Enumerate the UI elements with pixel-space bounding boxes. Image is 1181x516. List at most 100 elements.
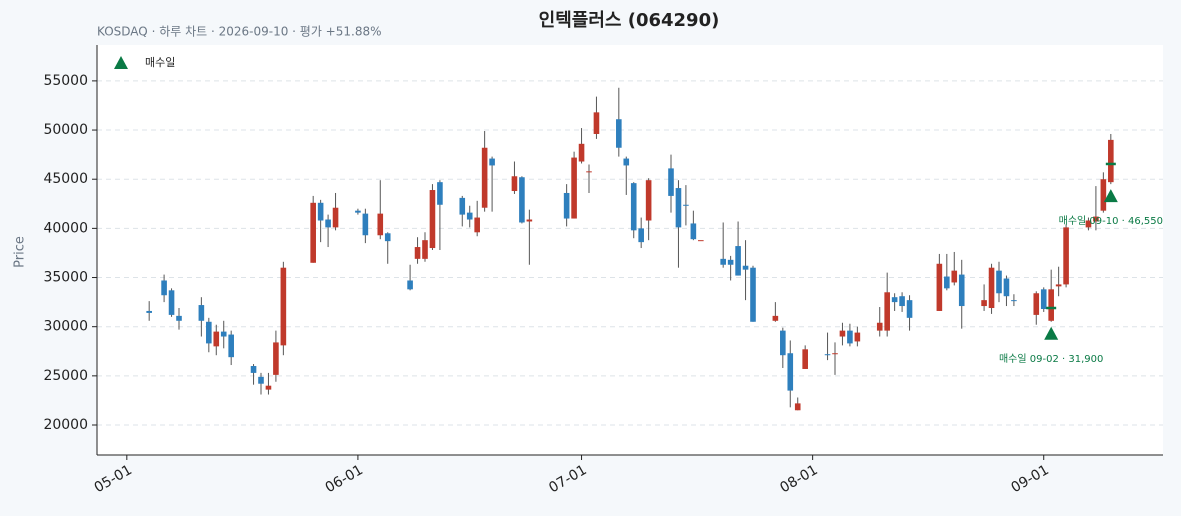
y-tick-label: 40000	[43, 220, 88, 236]
candle-body	[616, 119, 622, 148]
candle-body	[727, 259, 734, 265]
candle-body	[1040, 289, 1047, 309]
y-tick-label: 45000	[43, 171, 88, 187]
candle-body	[944, 276, 950, 289]
candle-body	[854, 332, 861, 342]
candle-body	[437, 182, 443, 205]
candle-body	[690, 223, 697, 240]
buy-marker	[1044, 326, 1059, 340]
candle-body	[161, 280, 167, 296]
candle-body	[884, 292, 890, 331]
candle-body	[847, 330, 853, 344]
candle-body	[168, 290, 175, 315]
candle-body	[720, 258, 726, 265]
buy-label: 매수일 09-02 · 31,900	[999, 353, 1103, 365]
candle-body	[489, 158, 495, 166]
candle-body	[325, 219, 331, 228]
plot-area	[97, 45, 1163, 455]
candle-body	[228, 334, 234, 358]
candle-body	[824, 354, 831, 356]
y-tick-label: 25000	[43, 368, 88, 384]
legend-label: 매수일	[145, 55, 175, 69]
candle-body	[1108, 139, 1114, 183]
candle-body	[1033, 293, 1040, 315]
candle-body	[578, 143, 585, 162]
legend-marker	[114, 56, 128, 69]
candle-body	[951, 270, 958, 283]
candle-body	[422, 240, 428, 259]
candle-body	[220, 331, 227, 337]
candle-body	[936, 263, 943, 311]
candle-body	[466, 212, 473, 220]
y-tick-label: 50000	[43, 122, 88, 138]
candle-body	[735, 246, 741, 276]
candle-body	[1055, 284, 1062, 287]
candle-body	[407, 280, 413, 290]
candle-body	[794, 403, 801, 411]
buy-marker	[1103, 189, 1118, 203]
candle-body	[772, 315, 779, 321]
candle-body	[280, 267, 287, 346]
candle-body	[198, 305, 205, 321]
candle-body	[474, 217, 480, 233]
candle-body	[988, 267, 995, 309]
y-tick-label: 35000	[43, 270, 88, 286]
candle-body	[668, 168, 674, 196]
candle-body	[511, 176, 518, 192]
candle-body	[459, 197, 466, 215]
candle-body	[675, 188, 682, 228]
buy-label: 매수일 09-10 · 46,550	[1059, 215, 1163, 227]
candle-body	[593, 112, 600, 134]
candle-body	[891, 297, 898, 303]
candle-body	[899, 296, 905, 307]
candle-body	[213, 331, 220, 347]
candle-body	[571, 157, 577, 219]
candle-body	[638, 228, 644, 243]
candle-body	[586, 171, 592, 173]
candle-body	[377, 213, 384, 236]
candle-body	[1063, 227, 1069, 285]
candle-body	[981, 300, 987, 307]
candle-body	[623, 158, 630, 166]
candle-body	[1100, 179, 1107, 211]
x-tick-label: 09-01	[1008, 462, 1051, 496]
candle-body	[1003, 278, 1010, 297]
candle-body	[310, 202, 316, 263]
candle-body	[683, 204, 689, 206]
x-tick-label: 07-01	[546, 462, 589, 496]
candle-body	[519, 177, 525, 223]
candle-body	[481, 147, 488, 208]
candle-body	[176, 315, 182, 321]
candle-body	[802, 349, 808, 369]
candle-body	[332, 207, 339, 228]
y-tick-label: 20000	[43, 417, 88, 433]
candle-body	[906, 300, 913, 318]
candle-body	[362, 213, 369, 236]
candle-body	[526, 219, 533, 222]
x-tick-label: 05-01	[92, 462, 135, 496]
x-tick-label: 06-01	[323, 462, 366, 496]
candle-body	[1093, 216, 1099, 222]
candle-body	[384, 233, 391, 242]
candle-body	[563, 192, 570, 219]
candle-body	[1085, 220, 1092, 228]
candle-body	[206, 321, 212, 344]
candle-body	[787, 353, 794, 391]
y-axis-label: Price	[13, 236, 28, 268]
candle-body	[355, 210, 361, 213]
candle-body	[630, 183, 637, 231]
candle-body	[1011, 300, 1017, 302]
candle-body	[876, 322, 883, 331]
y-tick-label: 30000	[43, 319, 88, 335]
chart-title: 인텍플러스 (064290)	[539, 10, 720, 31]
candle-body	[414, 247, 421, 259]
candle-body	[958, 274, 965, 307]
candle-body	[645, 180, 652, 221]
candle-body	[250, 366, 257, 373]
candle-body	[750, 267, 756, 322]
candle-body	[1048, 289, 1054, 321]
x-tick-label: 08-01	[777, 462, 820, 496]
candle-body	[429, 190, 436, 249]
